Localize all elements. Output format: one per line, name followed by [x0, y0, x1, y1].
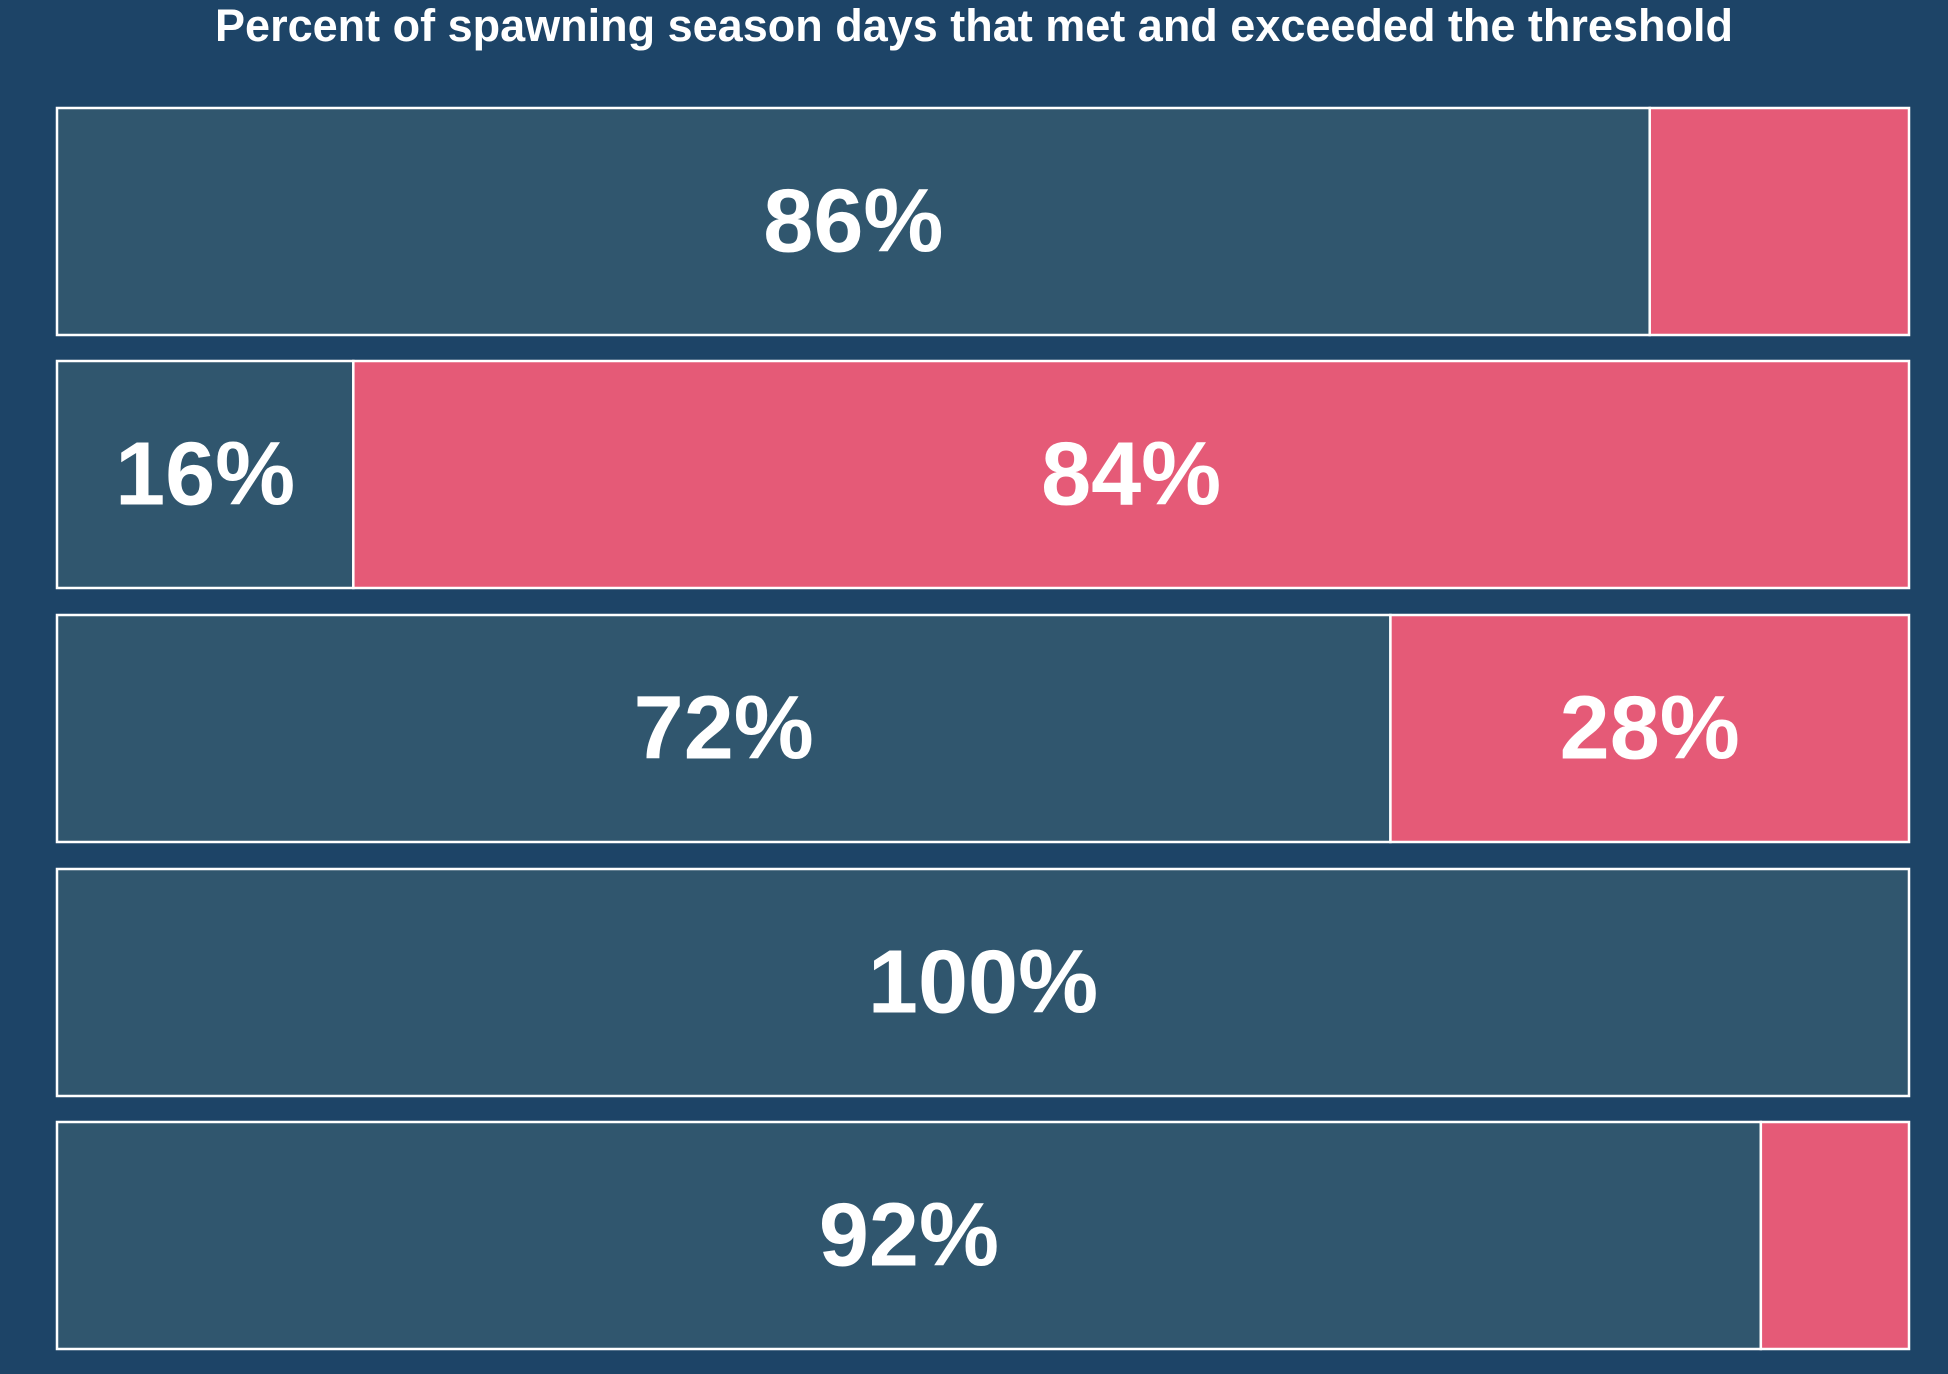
data-label-row3-series2: 28%	[1560, 679, 1740, 779]
chart-title: Percent of spawning season days that met…	[215, 0, 1733, 51]
data-label-row3-series1: 72%	[634, 679, 814, 779]
bar-segment-row3-series1	[55, 613, 1392, 844]
bar-segment-row5-series2	[1759, 1120, 1911, 1351]
bar-segment-row1-series1	[55, 106, 1651, 337]
data-label-row1-series1: 86%	[763, 172, 943, 272]
bar-segment-row4-series1	[55, 867, 1911, 1098]
bar-segment-row1-series2	[1648, 106, 1911, 337]
bar-segment-row3-series2	[1389, 613, 1911, 844]
data-label-row2-series1: 16%	[115, 425, 295, 525]
data-label-row5-series1: 92%	[819, 1186, 999, 1286]
data-label-row2-series2: 84%	[1041, 425, 1221, 525]
bar-segment-row2-series1	[55, 359, 355, 590]
bar-segment-row2-series2	[352, 359, 1911, 590]
data-label-row4-series1: 100%	[868, 933, 1098, 1033]
bar-segment-row5-series1	[55, 1120, 1763, 1351]
